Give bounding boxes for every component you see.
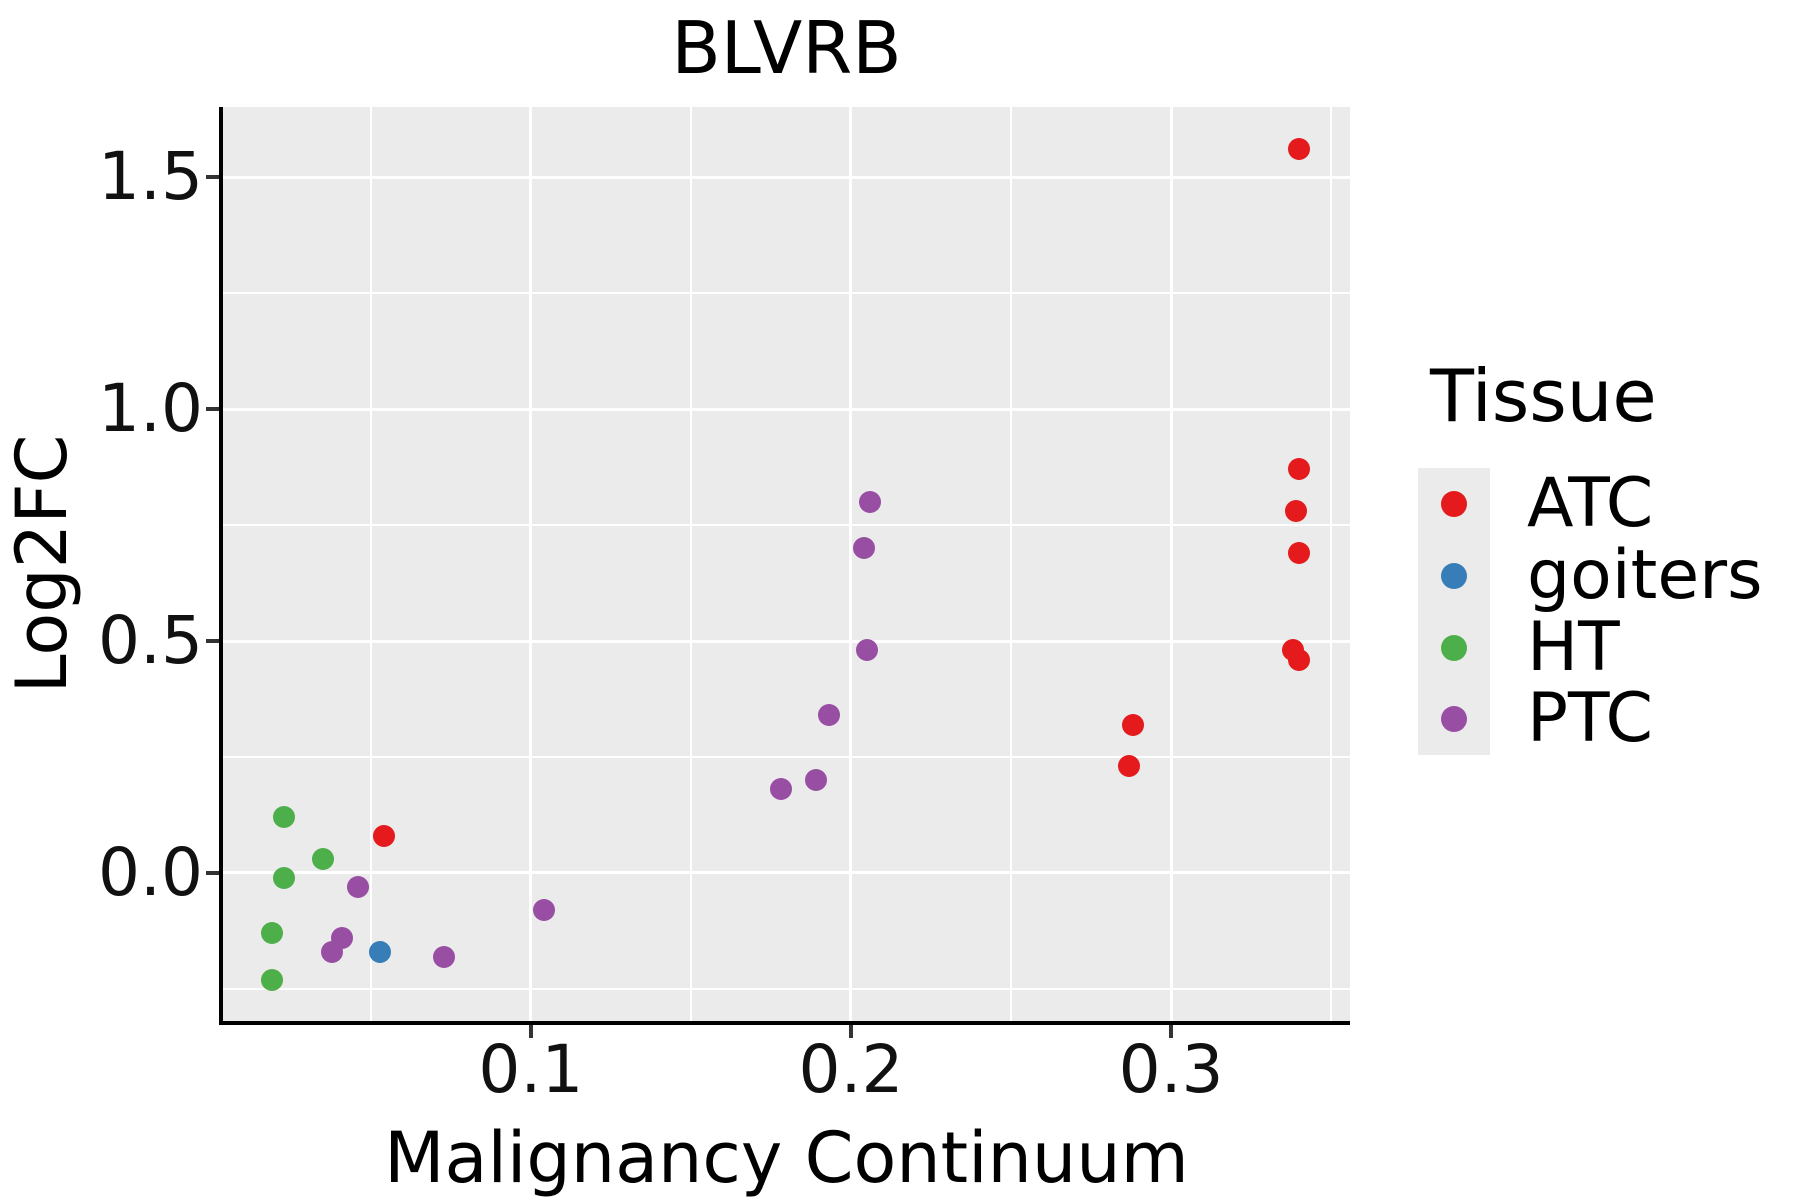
legend-label-goiters: goiters: [1527, 536, 1763, 615]
data-point-PTC: [817, 704, 840, 727]
legend-dot-PTC: [1441, 706, 1467, 732]
minor-gridline-vertical: [1010, 107, 1013, 1021]
data-point-PTC: [321, 940, 344, 963]
data-point-PTC: [859, 490, 882, 513]
x-tick-label: 0.1: [478, 1031, 584, 1108]
minor-gridline-horizontal: [223, 292, 1350, 295]
legend-dot-ATC: [1441, 491, 1467, 517]
data-point-PTC: [769, 778, 792, 801]
data-point-ATC: [1121, 713, 1144, 736]
y-tick-label: 0.5: [98, 602, 203, 680]
y-axis-line: [219, 107, 223, 1025]
major-gridline-vertical: [849, 107, 853, 1021]
legend-key-PTC: [1418, 683, 1490, 755]
plot-panel: [223, 107, 1350, 1021]
data-point-PTC: [804, 769, 827, 792]
legend-label-HT: HT: [1527, 608, 1620, 687]
data-point-ATC: [372, 824, 395, 847]
x-tick-mark: [528, 1025, 533, 1038]
data-point-ATC: [1288, 138, 1311, 161]
legend-label-PTC: PTC: [1527, 679, 1654, 758]
data-point-ATC: [1118, 755, 1141, 778]
data-point-ATC: [1284, 500, 1307, 523]
legend-dot-HT: [1441, 635, 1467, 661]
data-point-PTC: [347, 875, 370, 898]
major-gridline-horizontal: [223, 639, 1350, 643]
minor-gridline-vertical: [369, 107, 372, 1021]
legend: Tissue ATC goiters HT PTC: [1418, 360, 1800, 760]
y-tick-label: 0.0: [98, 833, 203, 911]
y-tick-label: 1.5: [98, 138, 203, 216]
minor-gridline-horizontal: [223, 524, 1350, 527]
x-tick-label: 0.2: [798, 1031, 904, 1108]
x-tick-mark: [848, 1025, 853, 1038]
data-point-HT: [260, 922, 283, 945]
y-tick-mark: [206, 870, 219, 875]
x-tick-mark: [1169, 1025, 1174, 1038]
y-tick-mark: [206, 175, 219, 180]
minor-gridline-vertical: [689, 107, 692, 1021]
data-point-HT: [273, 806, 296, 829]
major-gridline-vertical: [1169, 107, 1173, 1021]
data-point-HT: [260, 968, 283, 991]
x-tick-label: 0.3: [1118, 1031, 1224, 1108]
data-point-ATC: [1288, 541, 1311, 564]
legend-label-ATC: ATC: [1527, 464, 1654, 543]
data-point-PTC: [852, 537, 875, 560]
data-point-HT: [311, 848, 334, 871]
y-tick-mark: [206, 639, 219, 644]
x-axis-title: Malignancy Continuum: [384, 1117, 1189, 1199]
plot-title: BLVRB: [671, 6, 902, 90]
x-axis-line: [219, 1021, 1350, 1025]
minor-gridline-horizontal: [223, 756, 1350, 758]
legend-dot-goiters: [1441, 563, 1467, 589]
data-point-PTC: [433, 945, 456, 968]
y-tick-label: 1.0: [98, 370, 203, 448]
legend-title: Tissue: [1430, 354, 1657, 438]
major-gridline-vertical: [529, 107, 533, 1021]
major-gridline-horizontal: [223, 175, 1350, 179]
legend-key-HT: [1418, 612, 1490, 684]
legend-key-goiters: [1418, 540, 1490, 612]
legend-key-ATC: [1418, 468, 1490, 540]
data-point-ATC: [1288, 458, 1311, 481]
major-gridline-horizontal: [223, 871, 1350, 875]
minor-gridline-horizontal: [223, 987, 1350, 990]
data-point-HT: [273, 866, 296, 889]
major-gridline-horizontal: [223, 407, 1350, 411]
data-point-goiters: [369, 940, 392, 963]
y-tick-mark: [206, 407, 219, 412]
minor-gridline-vertical: [1330, 107, 1333, 1021]
data-point-PTC: [532, 899, 555, 922]
data-point-PTC: [856, 639, 878, 662]
data-point-ATC: [1288, 648, 1311, 671]
